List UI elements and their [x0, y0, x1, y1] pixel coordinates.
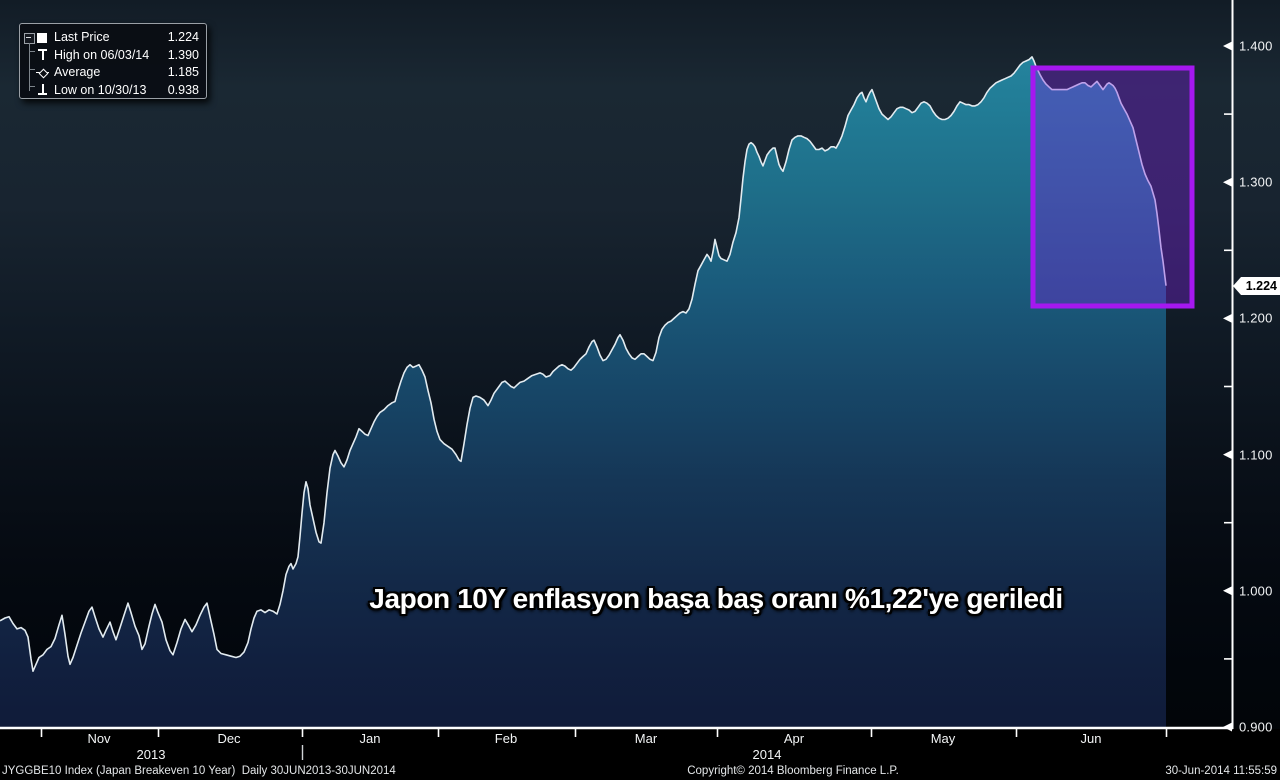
legend-label: Average	[54, 65, 101, 79]
x-axis-month-label: Apr	[783, 731, 805, 746]
legend-tree-branch	[29, 69, 35, 70]
average-marker-icon	[36, 66, 49, 79]
legend-value: 1.224	[167, 30, 199, 44]
highlight-annotation-box	[1030, 65, 1195, 309]
y-axis-label: 1.400	[1239, 38, 1273, 54]
y-axis-label: 1.100	[1239, 447, 1273, 463]
legend-tree-branch	[29, 51, 35, 52]
legend-tree-branch	[29, 86, 35, 87]
y-tick-arrow-icon	[1223, 177, 1232, 187]
status-bar: JYGGBE10 Index (Japan Breakeven 10 Year)…	[0, 763, 1280, 780]
y-axis-label: 1.300	[1239, 174, 1273, 190]
x-axis-month-label: Feb	[494, 731, 518, 746]
y-tick-arrow-icon	[1223, 586, 1232, 596]
y-axis-label: 1.200	[1239, 310, 1273, 326]
legend-label: High on 06/03/14	[54, 47, 150, 62]
y-tick-arrow-icon	[1223, 722, 1232, 732]
high-marker-icon	[36, 48, 49, 61]
area-fill	[0, 56, 1166, 728]
copyright-text: Copyright© 2014 Bloomberg Finance L.P.	[687, 765, 899, 777]
y-axis-label: 1.000	[1239, 583, 1273, 599]
y-tick-arrow-icon	[1223, 313, 1232, 323]
legend-value: 0.938	[167, 82, 199, 97]
y-tick-arrow-icon	[1223, 450, 1232, 460]
legend-row-high: High on 06/03/14 1.390	[20, 46, 206, 64]
legend-box: Last Price 1.224 High on 06/03/14 1.390 …	[19, 23, 207, 99]
legend-row-last-price: Last Price 1.224	[20, 28, 206, 46]
x-axis-month-label: Jun	[1080, 731, 1102, 746]
x-axis-month-label: Mar	[634, 731, 658, 746]
x-axis-month-label: Dec	[217, 731, 241, 746]
legend-row-average: Average 1.185	[20, 63, 206, 81]
legend-label: Low on 10/30/13	[54, 82, 147, 97]
x-axis-month-label: Nov	[87, 731, 111, 746]
x-axis-month-label: Jan	[359, 731, 381, 746]
x-axis-year-label: 2014	[752, 747, 782, 762]
legend-tree-rail	[29, 43, 30, 91]
legend-label: Last Price	[54, 30, 110, 44]
x-axis-year-label: 2013	[136, 747, 166, 762]
x-axis-month-label: May	[930, 731, 956, 746]
legend-row-low: Low on 10/30/13 0.938	[20, 81, 206, 99]
legend-value: 1.390	[167, 47, 199, 62]
legend-value: 1.185	[167, 65, 199, 79]
annotation-title: Japon 10Y enflasyon başa baş oranı %1,22…	[369, 583, 1063, 614]
y-axis-label: 0.900	[1239, 719, 1273, 735]
last-price-marker-icon	[36, 31, 49, 44]
y-tick-arrow-icon	[1223, 41, 1232, 51]
timestamp: 30-Jun-2014 11:55:59	[1165, 765, 1277, 777]
last-price-tag: 1.224	[1233, 277, 1280, 295]
low-marker-icon	[36, 83, 49, 96]
security-description: JYGGBE10 Index (Japan Breakeven 10 Year)…	[2, 765, 396, 777]
price-line	[0, 56, 1167, 672]
